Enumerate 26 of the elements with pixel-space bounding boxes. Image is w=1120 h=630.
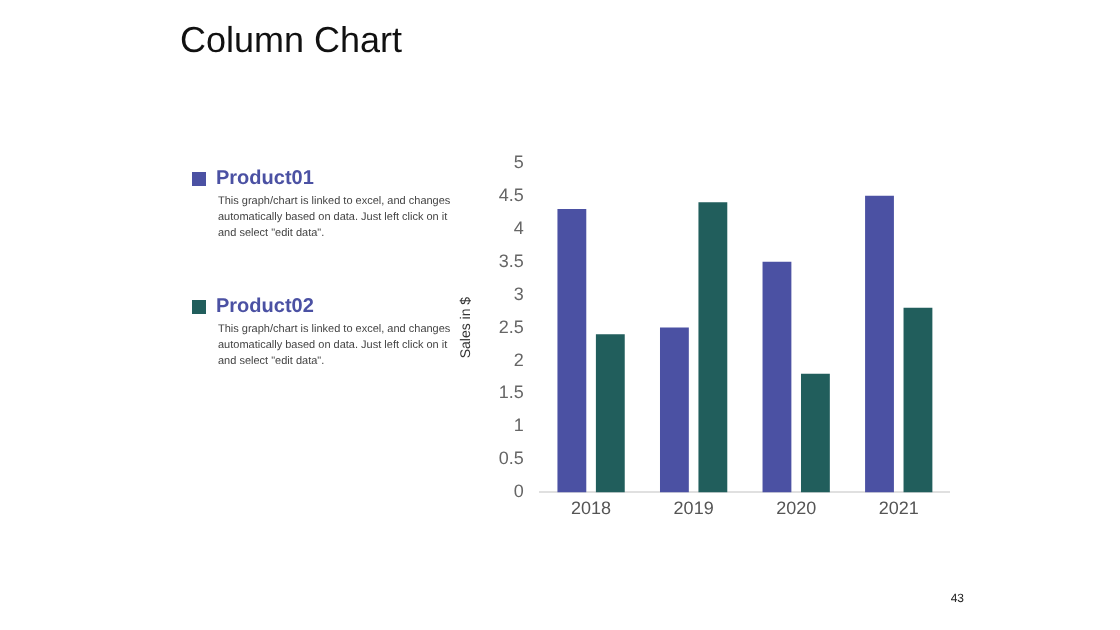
x-tick-label: 2019 bbox=[673, 498, 714, 519]
bar bbox=[595, 334, 625, 493]
legend-label: Product01 bbox=[216, 168, 314, 190]
bar bbox=[659, 327, 689, 493]
y-tick-label: 5 bbox=[513, 151, 524, 172]
bar bbox=[557, 208, 587, 493]
y-tick-label: 0.5 bbox=[498, 448, 524, 469]
y-tick-label: 4 bbox=[513, 217, 524, 238]
x-tick-label: 2021 bbox=[878, 498, 919, 519]
y-tick-label: 2.5 bbox=[498, 316, 524, 337]
y-tick-label: 1.5 bbox=[498, 382, 524, 403]
y-tick-label: 4.5 bbox=[498, 184, 524, 205]
y-tick-label: 0 bbox=[513, 481, 524, 502]
y-tick-label: 3.5 bbox=[498, 250, 524, 271]
y-tick-label: 3 bbox=[513, 283, 524, 304]
legend-label: Product02 bbox=[216, 296, 314, 318]
y-tick-label: 2 bbox=[513, 349, 524, 370]
bar bbox=[903, 307, 933, 493]
x-tick-label: 2018 bbox=[571, 498, 612, 519]
bar bbox=[762, 261, 792, 493]
y-tick-label: 1 bbox=[513, 415, 524, 436]
chart-title: Column Chart bbox=[180, 20, 403, 62]
bar bbox=[800, 373, 830, 493]
bar bbox=[698, 202, 728, 493]
x-tick-label: 2020 bbox=[776, 498, 817, 519]
bar bbox=[865, 195, 894, 493]
